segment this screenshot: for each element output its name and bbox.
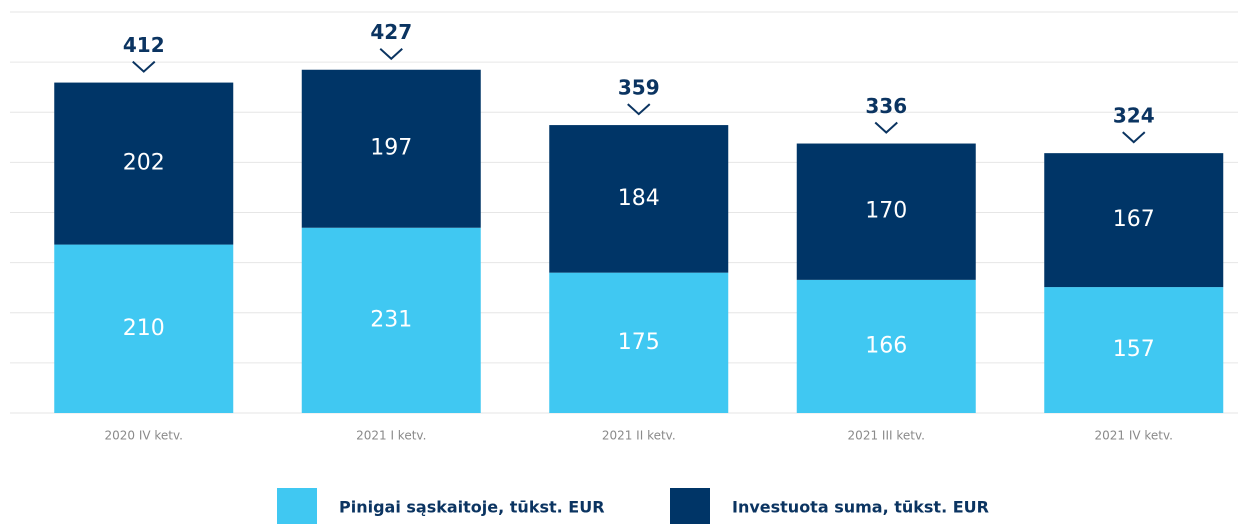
legend-swatch bbox=[670, 488, 710, 524]
value-label: 157 bbox=[1113, 337, 1155, 362]
legend-label: Pinigai sąskaitoje, tūkst. EUR bbox=[339, 498, 605, 517]
x-tick-label: 2020 IV ketv. bbox=[104, 429, 183, 443]
bar-segment bbox=[1044, 153, 1224, 288]
value-label: 202 bbox=[123, 151, 165, 176]
chevron bbox=[874, 121, 898, 134]
x-tick-label: 2021 II ketv. bbox=[602, 429, 676, 443]
x-tick-label: 2021 I ketv. bbox=[356, 429, 426, 443]
value-label: 170 bbox=[865, 199, 907, 224]
bar-segment bbox=[549, 272, 729, 413]
value-label: 184 bbox=[618, 186, 660, 211]
x-tick-label: 2021 IV ketv. bbox=[1094, 429, 1173, 443]
value-label: 167 bbox=[1113, 207, 1155, 232]
value-label: 175 bbox=[618, 330, 660, 355]
chevron bbox=[132, 60, 156, 73]
legend-swatch bbox=[277, 488, 317, 524]
chevron bbox=[379, 48, 403, 61]
bar-segment bbox=[301, 69, 481, 228]
bar-segment bbox=[796, 279, 976, 413]
x-tick-label: 2021 III ketv. bbox=[848, 429, 925, 443]
chevron bbox=[627, 103, 651, 116]
bar-segment bbox=[1044, 287, 1224, 413]
total-label: 427 bbox=[370, 20, 412, 44]
bar-segment bbox=[301, 227, 481, 413]
value-label: 166 bbox=[865, 333, 907, 358]
total-label: 359 bbox=[618, 76, 660, 100]
value-label: 231 bbox=[370, 307, 412, 332]
total-label: 412 bbox=[123, 33, 165, 57]
total-label: 324 bbox=[1113, 104, 1155, 128]
chevron bbox=[1122, 131, 1146, 144]
bar-segment bbox=[549, 125, 729, 273]
legend-label: Investuota suma, tūkst. EUR bbox=[732, 498, 989, 517]
bar-segment bbox=[54, 244, 234, 413]
total-label: 336 bbox=[865, 94, 907, 118]
bar-segment bbox=[796, 143, 976, 280]
value-label: 197 bbox=[370, 136, 412, 161]
bar-segment bbox=[54, 82, 234, 245]
value-label: 210 bbox=[123, 316, 165, 341]
